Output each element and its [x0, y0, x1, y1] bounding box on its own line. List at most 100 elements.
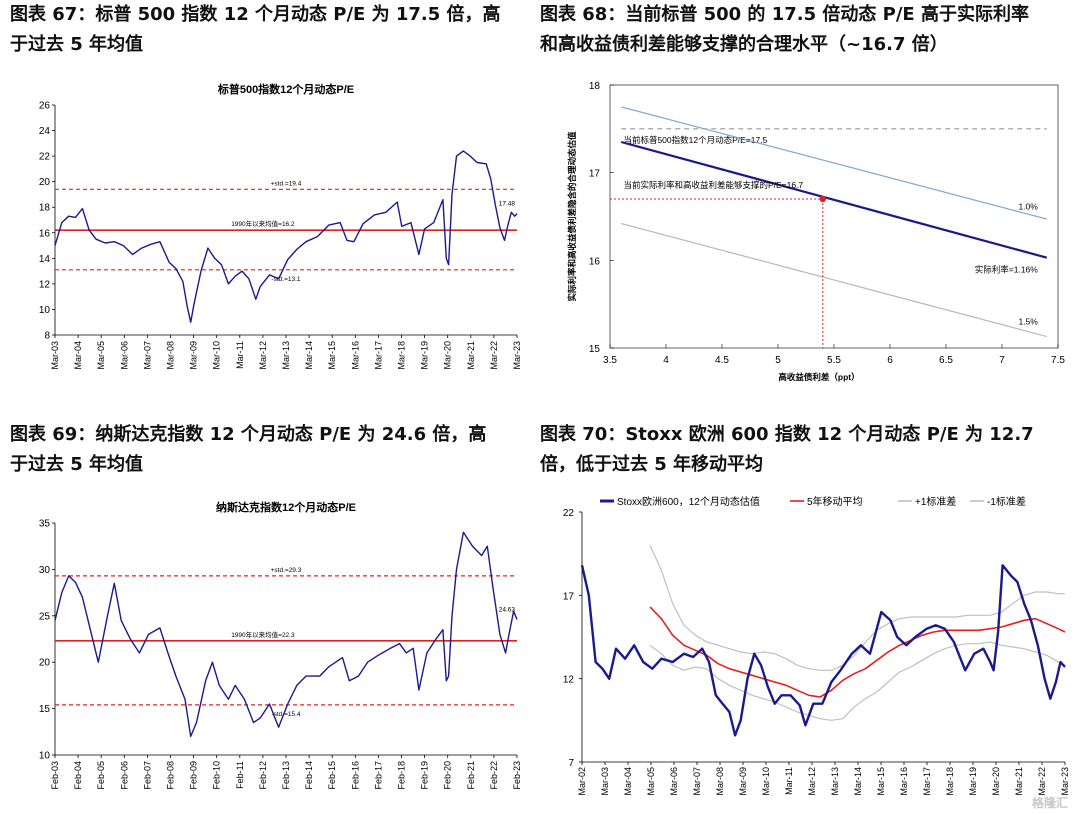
x-tick-label: Mar-16: [350, 341, 360, 370]
x-tick-label: Mar-07: [692, 767, 702, 796]
caption-68: 图表 68：当前标普 500 的 17.5 倍动态 P/E 高于实际利率 和高收…: [540, 4, 1029, 55]
x-tick-label: 5.5: [827, 355, 841, 366]
x-tick-label: Mar-21: [466, 341, 476, 370]
x-tick-label: Mar-11: [784, 767, 794, 795]
x-tick-label: Mar-11: [235, 341, 245, 369]
y-tick-label: 22: [39, 152, 51, 163]
x-tick-label: Feb-20: [443, 761, 453, 790]
y-tick-label: 17: [563, 591, 575, 602]
y-tick-label: 16: [589, 256, 601, 267]
reference-line-label: +std.=19.4: [271, 180, 302, 187]
x-tick-label: Mar-15: [327, 341, 337, 370]
x-tick-label: Mar-10: [212, 341, 222, 370]
chart-67: 标普500指数12个月动态P/E 8 10 12 14 16 18 20 22 24 26 Mar-0…: [39, 82, 522, 370]
x-tick-label: Feb-23: [512, 761, 522, 790]
y-tick-label: 10: [39, 751, 51, 762]
x-tick-label: 6: [887, 355, 893, 366]
reference-line-label: 1990年以来均值=22.3: [231, 630, 295, 639]
current-pe-label: 当前标普500指数12个月动态P/E=17.5: [623, 135, 767, 145]
legend-label: 5年移动平均: [807, 495, 863, 508]
x-tick-label: 6.5: [939, 355, 953, 366]
x-tick-label: Mar-22: [489, 341, 499, 370]
x-tick-label: Feb-05: [96, 761, 106, 790]
x-tick-label: Feb-12: [258, 761, 268, 790]
x-tick-label: Mar-16: [899, 767, 909, 796]
x-tick-label: Mar-23: [512, 341, 522, 370]
series-label: 1.5%: [1018, 316, 1038, 326]
reference-line-label: 1990年以来均值=16.2: [231, 219, 295, 228]
legend-label: +1标准差: [915, 495, 956, 508]
y-tick-label: 24: [39, 126, 51, 137]
series-line: [54, 150, 518, 323]
fair-value-label: 当前实际利率和高收益利差能够支撑的P/E=16.7: [623, 180, 803, 190]
x-tick-label: 4.5: [715, 355, 729, 366]
x-tick-label: Mar-05: [646, 767, 656, 796]
chart-68: 15 16 17 18 3.5 4 4.5 5 5.5 6 6.5 7 7.5 高收益债利差（ppt） 实际…: [567, 81, 1065, 382]
series-line: [649, 545, 1065, 671]
x-tick-label: Mar-02: [577, 767, 587, 796]
series-line: [580, 564, 1066, 737]
chart-69: 纳斯达克指数12个月动态P/E 10 15 20 25 30 35 Feb-03 Feb-04 F…: [39, 500, 522, 790]
x-tick-label: Mar-13: [281, 341, 291, 370]
y-tick-label: 35: [39, 519, 51, 530]
x-tick-label: Feb-04: [73, 761, 83, 790]
x-tick-label: Mar-18: [945, 767, 955, 796]
y-tick-label: 18: [39, 203, 51, 214]
x-tick-label: Feb-19: [420, 761, 430, 790]
x-tick-label: Mar-14: [853, 767, 863, 796]
end-value-label: 17.48: [499, 201, 516, 208]
x-tick-label: Feb-17: [373, 761, 383, 790]
y-tick-label: 30: [39, 565, 51, 576]
x-tick-label: Mar-13: [830, 767, 840, 796]
y-tick-label: 7: [568, 758, 574, 769]
x-tick-label: Mar-20: [991, 767, 1001, 796]
x-tick-label: Mar-05: [96, 341, 106, 370]
y-tick-label: 15: [39, 704, 51, 715]
caption-67: 图表 67：标普 500 指数 12 个月动态 P/E 为 17.5 倍，高 于…: [10, 4, 501, 55]
fair-value-point: [819, 195, 826, 203]
x-tick-label: Feb-09: [189, 761, 199, 790]
y-tick-label: 18: [589, 81, 601, 92]
y-tick-label: 12: [39, 279, 51, 290]
x-tick-label: Feb-22: [489, 761, 499, 790]
y-tick-label: 14: [39, 254, 51, 265]
chart-70: 7 12 17 22 Mar-02 Mar-03 Mar-04 Mar-05 Mar-06 Mar…: [563, 495, 1070, 796]
x-tick-label: Feb-16: [350, 761, 360, 790]
x-tick-label: Mar-23: [1060, 767, 1070, 796]
x-axis-label: 高收益债利差（ppt）: [778, 372, 859, 382]
caption-69: 图表 69：纳斯达克指数 12 个月动态 P/E 为 24.6 倍，高 于过去 …: [10, 424, 487, 475]
series-line: [621, 222, 1047, 338]
x-tick-label: 4: [663, 355, 669, 366]
legend-label: -1标准差: [987, 495, 1026, 508]
x-tick-label: Mar-03: [600, 767, 610, 796]
y-tick-label: 20: [39, 177, 51, 188]
x-tick-label: Mar-19: [968, 767, 978, 796]
series-line: [620, 140, 1048, 259]
x-tick-label: Mar-06: [669, 767, 679, 796]
x-tick-label: 7: [999, 355, 1005, 366]
x-tick-label: Mar-12: [258, 341, 268, 370]
y-axis-label: 实际利率和高收益债利差隐含的合理动态估值: [567, 131, 577, 302]
x-tick-label: Mar-07: [142, 341, 152, 370]
x-tick-label: Feb-14: [304, 761, 314, 790]
reference-line-label: -std.=13.1: [271, 276, 300, 283]
series-label: 实际利率=1.16%: [975, 265, 1039, 275]
x-tick-label: Feb-11: [235, 761, 245, 789]
x-tick-label: Mar-10: [761, 767, 771, 796]
x-tick-label: Mar-14: [304, 341, 314, 370]
x-tick-label: Mar-15: [876, 767, 886, 796]
x-tick-label: Mar-17: [373, 341, 383, 370]
x-tick-label: Mar-03: [50, 341, 60, 370]
y-tick-label: 20: [39, 658, 51, 669]
caption-70: 图表 70：Stoxx 欧洲 600 指数 12 个月动态 P/E 为 12.7…: [540, 424, 1034, 475]
chart-title: 纳斯达克指数12个月动态P/E: [216, 500, 356, 514]
x-tick-label: 5: [775, 355, 781, 366]
y-tick-label: 8: [44, 331, 50, 342]
x-tick-label: Mar-09: [738, 767, 748, 796]
legend-label: Stoxx欧洲600，12个月动态估值: [617, 495, 760, 508]
x-tick-label: Mar-12: [807, 767, 817, 796]
x-tick-label: Feb-13: [281, 761, 291, 790]
y-tick-label: 25: [39, 611, 51, 622]
end-value-label: 24.63: [499, 607, 516, 614]
